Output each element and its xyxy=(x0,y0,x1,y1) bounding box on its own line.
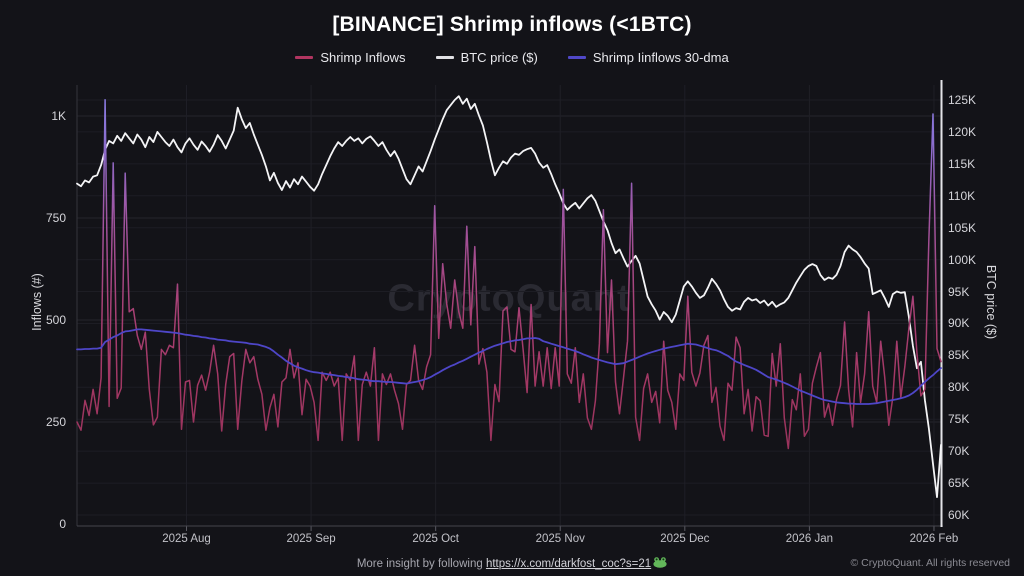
left-tick-label: 250 xyxy=(45,415,66,429)
legend-item-shrimp-inflows: Shrimp Inflows xyxy=(295,50,406,65)
footer: More insight by following https://x.com/… xyxy=(0,557,1024,570)
right-tick-label: 95K xyxy=(948,284,970,299)
data-series xyxy=(76,95,942,499)
legend: Shrimp Inflows BTC price ($) Shrimp Iinf… xyxy=(0,50,1024,65)
frog-icon xyxy=(653,557,667,568)
x-tick-label: 2026 Feb xyxy=(909,533,959,545)
right-tick-label: 80K xyxy=(948,380,970,395)
right-tick-label: 65K xyxy=(948,476,970,491)
left-tick-label: 0 xyxy=(59,517,66,531)
copyright: © CryptoQuant. All rights reserved xyxy=(850,557,1010,569)
x-tick-label: 2025 Dec xyxy=(660,533,710,545)
footer-link[interactable]: https://x.com/darkfost_coc?s=21 xyxy=(485,558,652,570)
x-tick-label: 2025 Oct xyxy=(412,533,459,545)
legend-label-btc-price: BTC price ($) xyxy=(460,50,538,65)
left-tick-label: 500 xyxy=(45,313,66,327)
legend-item-btc-price: BTC price ($) xyxy=(435,50,538,65)
watermark: CryptoQuant xyxy=(387,277,631,320)
right-tick-label: 90K xyxy=(948,316,970,331)
left-tick-label: 750 xyxy=(45,211,66,225)
chart-title: [BINANCE] Shrimp inflows (<1BTC) xyxy=(332,13,692,36)
x-tick-label: 2026 Jan xyxy=(785,533,834,545)
series-shrimp-iinflows-30-dma xyxy=(76,328,942,405)
x-tick-label: 2025 Sep xyxy=(286,533,336,545)
gridlines xyxy=(77,85,941,526)
axis-lines xyxy=(76,80,943,531)
legend-label-shrimp-inflows: Shrimp Inflows xyxy=(320,50,406,65)
right-tick-label: 120K xyxy=(948,124,977,139)
left-tick-label: 1K xyxy=(51,109,66,123)
right-tick-label: 105K xyxy=(948,220,977,235)
series-shrimp-inflows xyxy=(76,98,942,450)
right-tick-label: 115K xyxy=(948,156,976,171)
legend-swatch-shrimp-inflows xyxy=(295,56,314,59)
right-tick-label: 110K xyxy=(948,188,976,203)
right-tick-label: 75K xyxy=(948,412,970,427)
x-tick-label: 2025 Nov xyxy=(535,533,585,545)
legend-item-inflows-30dma: Shrimp Iinflows 30-dma xyxy=(567,50,729,65)
right-tick-label: 85K xyxy=(948,348,970,363)
footer-text: More insight by following xyxy=(356,558,486,570)
series-btc-price- xyxy=(76,95,942,499)
legend-label-inflows-30dma: Shrimp Iinflows 30-dma xyxy=(592,50,729,65)
right-tick-label: 100K xyxy=(948,252,977,267)
right-tick-label: 60K xyxy=(948,508,970,522)
right-tick-label: 125K xyxy=(948,93,977,107)
right-tick-label: 70K xyxy=(948,444,970,459)
legend-swatch-btc-price xyxy=(435,56,454,59)
legend-swatch-inflows-30dma xyxy=(567,56,586,59)
x-tick-label: 2025 Aug xyxy=(162,533,211,545)
